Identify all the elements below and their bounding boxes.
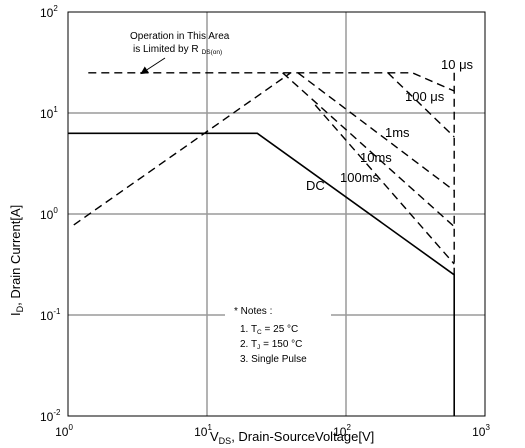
y-tick-exp: 2 bbox=[53, 4, 58, 13]
y-tick-exp: -2 bbox=[53, 408, 61, 417]
y-axis-label-sub: D bbox=[15, 305, 25, 312]
note-2: 2. TJ = 150 °C bbox=[240, 339, 302, 351]
y-axis-label: ID, Drain Current[A] bbox=[8, 205, 25, 316]
notes-background bbox=[225, 301, 331, 377]
series-label-100us: 100 μs bbox=[405, 89, 445, 104]
series-line-1ms bbox=[297, 72, 455, 192]
x-tick-base: 10 bbox=[55, 425, 69, 439]
series-label-dc: DC bbox=[306, 178, 325, 193]
series-group bbox=[68, 72, 455, 416]
notes-title: * Notes : bbox=[234, 306, 272, 317]
x-tick-exp: 3 bbox=[485, 423, 490, 432]
y-tick-label: 100 bbox=[40, 206, 58, 222]
note-1-rest: = 25 °C bbox=[262, 324, 299, 335]
rds-annotation-main: is Limited by R bbox=[133, 44, 199, 55]
note-3: 3. Single Pulse bbox=[240, 354, 307, 365]
rds-limit-line bbox=[73, 72, 292, 226]
x-tick-exp: 1 bbox=[207, 423, 212, 432]
x-tick-label: 103 bbox=[472, 423, 490, 439]
note-2-rest: = 150 °C bbox=[260, 339, 302, 350]
x-axis-label-rest: , Drain-SourceVoltage[V] bbox=[231, 429, 374, 444]
y-tick-exp: 0 bbox=[53, 206, 58, 215]
x-tick-exp: 2 bbox=[346, 423, 351, 432]
series-label-10ms: 10ms bbox=[360, 150, 392, 165]
series-label-1ms: 1ms bbox=[385, 125, 410, 140]
y-tick-base: 10 bbox=[40, 208, 54, 222]
y-tick-base: 10 bbox=[40, 309, 54, 323]
x-axis-label: VDS, Drain-SourceVoltage[V] bbox=[210, 429, 374, 446]
y-tick-exp: -1 bbox=[53, 307, 61, 316]
rds-annotation-arrow bbox=[140, 57, 166, 75]
x-tick-exp: 0 bbox=[68, 423, 73, 432]
x-tick-labels: 100 101 102 103 bbox=[55, 423, 490, 439]
series-line-100s bbox=[387, 72, 455, 138]
note-1-sub: C bbox=[257, 329, 262, 336]
y-axis-label-main: I bbox=[8, 312, 23, 316]
series-line-100ms bbox=[314, 104, 455, 265]
x-tick-base: 10 bbox=[472, 425, 486, 439]
series-label-100ms: 100ms bbox=[340, 170, 380, 185]
x-axis-label-sub: DS bbox=[219, 436, 232, 446]
note-1: 1. TC = 25 °C bbox=[240, 324, 298, 336]
x-tick-base: 10 bbox=[194, 425, 208, 439]
y-axis-label-rest: , Drain Current[A] bbox=[8, 205, 23, 306]
x-tick-base: 10 bbox=[333, 425, 347, 439]
y-tick-label: 102 bbox=[40, 4, 58, 20]
y-tick-base: 10 bbox=[40, 6, 54, 20]
plot-frame bbox=[67, 11, 486, 417]
y-tick-exp: 1 bbox=[53, 105, 58, 114]
note-2-main: 2. T bbox=[240, 339, 257, 350]
series-label-10us: 10 μs bbox=[441, 57, 474, 72]
y-tick-label: 10-1 bbox=[40, 307, 61, 323]
x-tick-label: 102 bbox=[333, 423, 351, 439]
y-tick-base: 10 bbox=[40, 410, 54, 424]
rds-annotation-line1: Operation in This Area bbox=[130, 31, 230, 42]
y-tick-label: 101 bbox=[40, 105, 58, 121]
x-tick-label: 101 bbox=[194, 423, 212, 439]
note-1-main: 1. T bbox=[240, 324, 257, 335]
series-line-10s bbox=[88, 72, 455, 92]
series-line-dc bbox=[68, 132, 455, 416]
y-tick-label: 10-2 bbox=[40, 408, 61, 424]
x-tick-label: 100 bbox=[55, 423, 73, 439]
x-axis-label-main: V bbox=[210, 429, 219, 444]
rds-annotation-line2: is Limited by R DS(on) bbox=[133, 44, 222, 56]
note-2-sub: J bbox=[257, 344, 260, 351]
rds-annotation-sub: DS(on) bbox=[202, 49, 223, 56]
y-tick-base: 10 bbox=[40, 107, 54, 121]
